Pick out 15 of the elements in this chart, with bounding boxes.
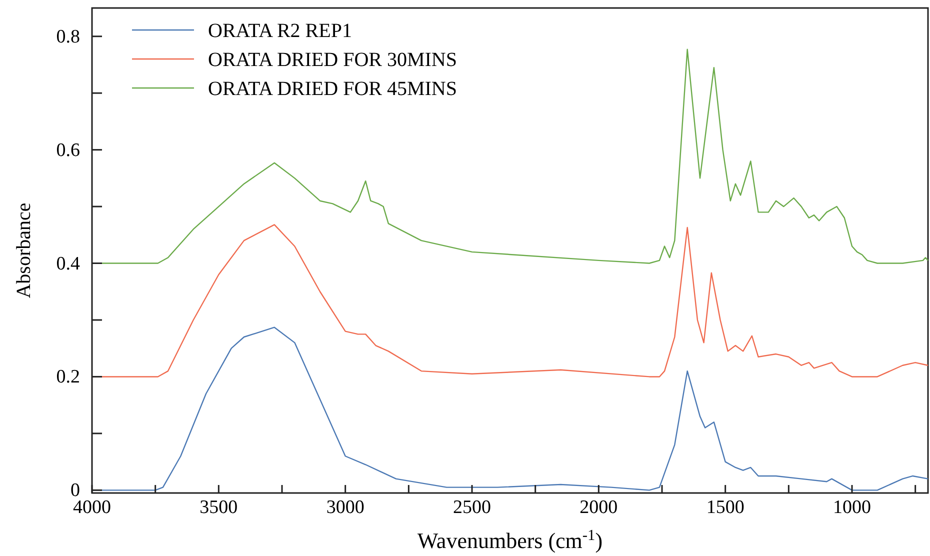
legend-label: ORATA DRIED FOR 30MINS <box>208 49 457 71</box>
x-tick-label: 2500 <box>453 497 491 518</box>
x-tick-label: 3500 <box>200 497 238 518</box>
x-axis-title: Wavenumbers (cm$^{-1}$) <box>417 526 603 553</box>
legend-label: ORATA R2 REP1 <box>208 20 352 42</box>
y-tick-label: 0.8 <box>56 26 80 48</box>
x-tick-label: 2000 <box>580 497 618 518</box>
y-axis-title: Absorbance <box>13 202 35 298</box>
y-tick-label: 0.4 <box>56 253 80 274</box>
x-tick-label: 1000 <box>833 497 871 518</box>
x-tick-label: 3000 <box>326 497 364 518</box>
y-tick-label: 0.2 <box>56 366 80 388</box>
legend-label: ORATA DRIED FOR 45MINS <box>208 78 457 100</box>
y-tick-label: 0.6 <box>56 140 80 161</box>
x-tick-label: 1500 <box>706 497 744 518</box>
